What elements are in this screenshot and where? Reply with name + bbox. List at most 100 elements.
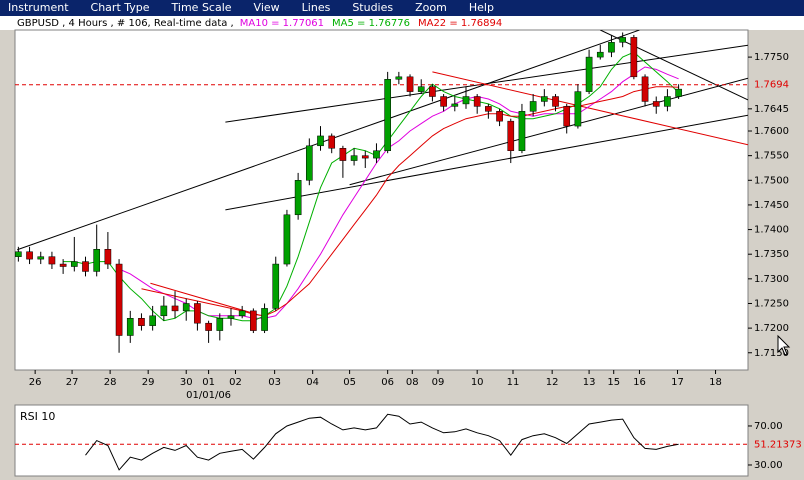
candle-body: [59, 263, 67, 267]
candle-body: [305, 145, 313, 181]
price-plot: [14, 29, 749, 371]
y-tick-label: 1.7300: [754, 274, 789, 285]
candle-body: [216, 318, 224, 331]
x-tick-label: 18: [709, 377, 722, 388]
x-tick-label: 11: [507, 377, 520, 388]
candle-body: [395, 76, 403, 80]
candle-body: [552, 96, 559, 107]
last-price-label: 1.7694: [754, 80, 789, 91]
x-tick-label: 29: [142, 377, 155, 388]
candle-body: [283, 214, 291, 265]
menu-item[interactable]: Lines: [302, 1, 331, 14]
trend-line: [432, 71, 748, 146]
x-tick-label: 05: [343, 377, 356, 388]
candle-body: [440, 96, 447, 107]
x-tick-label: 06: [381, 377, 394, 388]
rsi-layer: [15, 413, 748, 471]
candle-body: [171, 305, 179, 312]
x-tick-label: 02: [229, 377, 242, 388]
legend-entry: MA5 = 1.76776: [332, 18, 410, 29]
x-tick-label: 27: [66, 377, 79, 388]
candle-body: [238, 310, 246, 317]
rsi-line: [85, 413, 679, 471]
y-tick-label: 1.7450: [754, 200, 789, 211]
candle-body: [328, 135, 336, 149]
menu: Instrument Chart Type Time Scale View Lines S…: [8, 1, 494, 14]
candle-body: [317, 135, 324, 147]
candle-body: [227, 315, 235, 319]
y-tick-label: 1.7400: [754, 225, 789, 236]
y-tick-label: 1.7645: [754, 104, 789, 115]
candle-body: [652, 101, 660, 107]
x-tick-label: 17: [671, 377, 684, 388]
x-tick-label: 01: [202, 377, 215, 388]
y-tick-label: 1.7550: [754, 151, 789, 162]
candle-body: [339, 148, 347, 161]
price-layer: [15, 30, 748, 353]
candle-body: [384, 79, 391, 151]
candle-body: [70, 261, 78, 267]
candle-body: [574, 91, 582, 127]
candle-body: [485, 106, 492, 112]
candle-body: [563, 106, 571, 127]
trend-line: [17, 30, 640, 251]
candle-body: [608, 42, 615, 53]
candle-body: [529, 101, 537, 112]
candle-body: [138, 318, 145, 326]
menu-bar: [0, 0, 804, 16]
candle-body: [149, 315, 156, 326]
chart-title: GBPUSD , 4 Hours , # 106, Real-time data…: [17, 18, 234, 29]
candle-body: [48, 256, 56, 265]
x-tick-label: 16: [633, 377, 646, 388]
candle-body: [630, 37, 638, 78]
x-tick-label: 30: [180, 377, 193, 388]
candle-body: [451, 103, 459, 107]
candle-body: [596, 51, 604, 58]
y-tick-label: 1.7150: [754, 348, 789, 359]
y-tick-label: 1.7750: [754, 52, 789, 63]
menu-item[interactable]: Chart Type: [91, 1, 150, 14]
x-tick-label: 15: [607, 377, 620, 388]
y-tick-label: 1.7350: [754, 249, 789, 260]
menu-item[interactable]: View: [254, 1, 280, 14]
candle-body: [462, 96, 470, 105]
candle-body: [641, 76, 649, 102]
candle-body: [619, 37, 626, 43]
trend-line: [225, 114, 748, 211]
trend-line: [225, 44, 748, 123]
y-tick-label: 70.00: [754, 421, 783, 432]
x-tick-label: 09: [432, 377, 445, 388]
menu-item[interactable]: Help: [469, 1, 494, 14]
candle-body: [417, 86, 425, 92]
y-tick-label: 1.7250: [754, 298, 789, 309]
rsi-title: RSI 10: [20, 410, 55, 423]
date-label: 01/01/06: [186, 390, 231, 401]
y-tick-label: 1.7200: [754, 323, 789, 334]
candle-body: [93, 249, 101, 272]
candle-body: [26, 251, 33, 260]
moving-average-line: [141, 86, 679, 317]
candle-body: [261, 308, 268, 331]
x-tick-label: 10: [471, 377, 484, 388]
candle-body: [104, 249, 112, 265]
moving-average-line: [118, 66, 679, 319]
candle-body: [115, 263, 123, 336]
x-tick-label: 12: [546, 377, 559, 388]
x-tick-label: 26: [29, 377, 42, 388]
candle-body: [373, 150, 380, 159]
menu-item[interactable]: Time Scale: [171, 1, 232, 14]
x-tick-label: 13: [583, 377, 596, 388]
candle-body: [585, 56, 593, 92]
candle-body: [82, 261, 89, 272]
candle-body: [350, 155, 358, 161]
candle-body: [406, 76, 414, 92]
x-tick-label: 04: [306, 377, 319, 388]
candle-body: [675, 88, 682, 97]
x-tick-label: 03: [268, 377, 281, 388]
x-tick-label: 08: [406, 377, 419, 388]
menu-item[interactable]: Zoom: [415, 1, 447, 14]
candle-body: [160, 305, 168, 317]
candle-body: [429, 86, 436, 97]
menu-item[interactable]: Instrument: [8, 1, 69, 14]
menu-item[interactable]: Studies: [352, 1, 393, 14]
